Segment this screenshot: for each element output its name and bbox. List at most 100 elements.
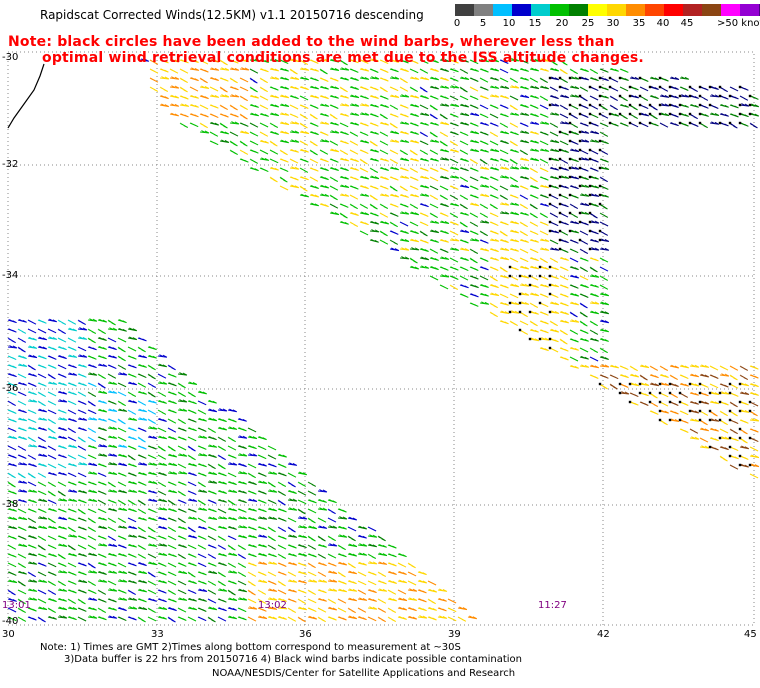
- wind-barb: [237, 607, 247, 613]
- wind-barb: [87, 382, 97, 388]
- wind-barb: [669, 86, 679, 90]
- wind-barb: [187, 606, 198, 611]
- wind-barb: [169, 94, 180, 99]
- wind-barb: [7, 435, 18, 440]
- wind-barb: [569, 274, 580, 279]
- wind-barb: [749, 365, 759, 370]
- wind-barb: [429, 212, 438, 219]
- wind-barb: [187, 616, 197, 622]
- wind-barb: [449, 77, 459, 82]
- wind-barb: [447, 598, 457, 604]
- contamination-marker: [518, 328, 522, 332]
- wind-barb: [77, 391, 87, 397]
- wind-barb: [127, 543, 137, 548]
- wind-barb: [37, 427, 47, 431]
- wind-barb: [67, 418, 77, 423]
- wind-barb: [7, 409, 17, 414]
- wind-barb: [739, 95, 749, 101]
- wind-barb: [479, 247, 490, 252]
- contamination-marker: [658, 382, 662, 386]
- wind-barb: [267, 553, 277, 558]
- wind-barb: [549, 112, 560, 116]
- wind-barb: [429, 257, 439, 261]
- wind-barb: [77, 598, 86, 605]
- wind-barb: [409, 94, 420, 99]
- contamination-marker: [528, 283, 532, 287]
- contamination-marker: [548, 310, 552, 314]
- wind-barb: [369, 122, 379, 127]
- wind-barb: [239, 67, 250, 71]
- contamination-marker: [578, 139, 582, 143]
- wind-barb: [739, 428, 748, 435]
- wind-barb: [157, 516, 168, 521]
- wind-barb: [67, 517, 77, 522]
- wind-barb: [167, 481, 177, 486]
- wind-barb: [177, 525, 187, 530]
- wind-barb: [499, 166, 510, 170]
- wind-barb: [97, 328, 106, 335]
- contamination-marker: [568, 103, 572, 107]
- wind-barb: [7, 507, 17, 512]
- wind-barb: [67, 382, 77, 387]
- wind-barb: [579, 293, 589, 298]
- wind-barb: [359, 230, 369, 236]
- wind-barb: [519, 67, 529, 72]
- wind-barb: [197, 435, 208, 439]
- wind-barb: [539, 131, 549, 136]
- wind-barb: [87, 570, 98, 574]
- wind-barb: [649, 374, 659, 379]
- wind-barb: [569, 122, 579, 128]
- wind-barb: [509, 166, 520, 170]
- wind-barb: [539, 121, 550, 125]
- wind-barb: [197, 580, 207, 585]
- wind-barb: [369, 220, 380, 225]
- time-label: 13:01: [2, 600, 31, 611]
- contamination-marker: [568, 175, 572, 179]
- wind-barb: [729, 410, 738, 417]
- wind-barb: [287, 607, 297, 614]
- wind-barb: [589, 122, 599, 127]
- wind-barb: [209, 67, 220, 71]
- wind-barb: [367, 534, 378, 538]
- wind-barb: [67, 481, 77, 486]
- wind-barb: [127, 517, 137, 523]
- wind-barb: [137, 579, 148, 584]
- wind-barb: [559, 104, 569, 110]
- wind-barb: [559, 293, 569, 298]
- wind-barb: [107, 535, 117, 542]
- wind-barb: [139, 58, 150, 62]
- wind-barb: [479, 230, 488, 237]
- wind-barb: [427, 598, 436, 605]
- contamination-marker: [728, 121, 732, 125]
- wind-barb: [519, 157, 530, 162]
- wind-barb: [217, 436, 227, 442]
- wind-barb: [227, 525, 237, 530]
- wind-barb: [279, 130, 290, 135]
- wind-barb: [299, 176, 309, 181]
- wind-barb: [609, 364, 620, 369]
- wind-barb: [277, 472, 287, 477]
- wind-barb: [409, 139, 420, 144]
- wind-barb: [177, 445, 187, 451]
- wind-barb: [599, 238, 610, 242]
- wind-barb: [57, 364, 67, 370]
- wind-barb: [187, 481, 197, 487]
- wind-barb: [177, 499, 187, 504]
- wind-barb: [437, 615, 448, 619]
- wind-barb: [239, 86, 249, 92]
- wind-barb: [689, 409, 700, 414]
- contamination-marker: [688, 85, 692, 89]
- wind-barb: [147, 607, 156, 614]
- wind-barb: [259, 149, 269, 155]
- wind-barb: [247, 507, 257, 512]
- wind-barb: [207, 454, 217, 458]
- wind-barb: [489, 104, 499, 109]
- wind-barb: [659, 112, 670, 117]
- longitude-label: 39: [448, 629, 461, 640]
- wind-barb: [599, 337, 609, 342]
- wind-barb: [649, 95, 659, 100]
- wind-barb: [439, 175, 450, 180]
- wind-barb: [429, 220, 440, 224]
- map-frame: [7, 51, 755, 626]
- wind-barb: [579, 266, 588, 273]
